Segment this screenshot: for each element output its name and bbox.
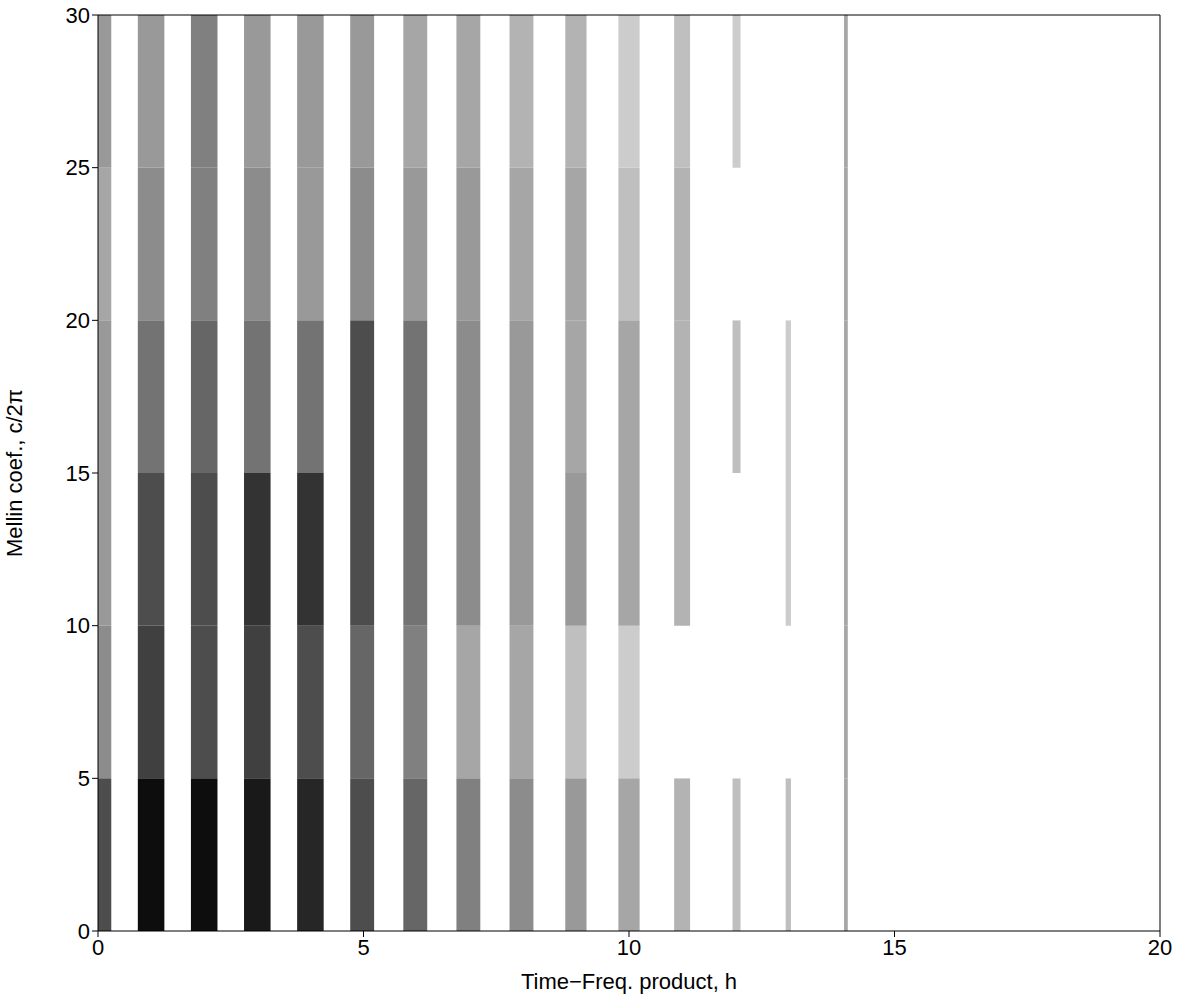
svg-text:0: 0 <box>92 935 104 960</box>
svg-text:15: 15 <box>882 935 906 960</box>
svg-text:30: 30 <box>66 3 90 28</box>
svg-text:10: 10 <box>617 935 641 960</box>
svg-text:Time−Freq. product, h: Time−Freq. product, h <box>521 969 737 994</box>
svg-text:20: 20 <box>66 308 90 333</box>
svg-text:0: 0 <box>78 919 90 944</box>
svg-text:5: 5 <box>78 766 90 791</box>
svg-text:Mellin coef., c/2π: Mellin coef., c/2π <box>2 389 27 557</box>
svg-text:25: 25 <box>66 155 90 180</box>
svg-text:15: 15 <box>66 461 90 486</box>
svg-text:5: 5 <box>357 935 369 960</box>
svg-text:20: 20 <box>1148 935 1172 960</box>
svg-text:10: 10 <box>66 613 90 638</box>
